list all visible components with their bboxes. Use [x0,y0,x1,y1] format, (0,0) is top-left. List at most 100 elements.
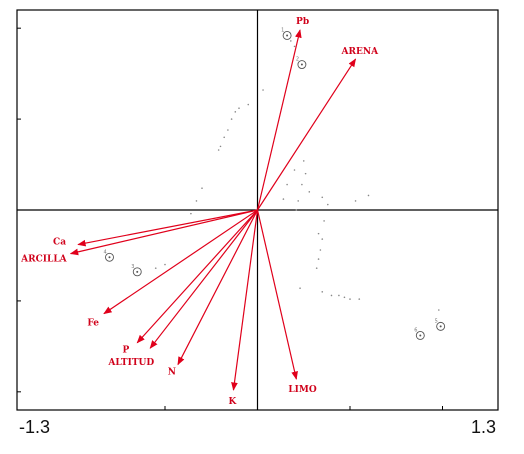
site-marker: 4 [104,249,114,262]
environmental-vectors: Pb ARENA Ca ARCILLA Fe P ALTITUD N K LIMO [20,17,379,407]
species-score-point [315,267,318,269]
site-marker: 3 [131,264,142,277]
species-score-point [234,111,237,113]
vector-k: K [229,209,259,407]
site-dot [108,256,111,259]
species-score-point [238,107,240,109]
vector-p: P [122,209,258,356]
site-ring [436,321,446,331]
vector-label: ALTITUD [107,358,154,368]
vector-arrow [77,209,258,247]
site-dot [286,34,289,37]
species-score-point [290,40,292,42]
species-score-point [321,196,324,199]
species-score-point [327,203,329,206]
vector-ca: Ca [53,209,258,248]
species-score-point [282,198,285,200]
species-score-point [330,294,333,297]
x-tick-label: -1.3 [19,417,50,437]
vector-arrow [136,209,258,344]
site-markers: 1 2 3 4 5 6 [104,27,446,340]
vector-arrow [149,209,258,349]
site-dot [419,334,422,337]
species-score-point [367,194,370,197]
species-score-point [317,258,320,260]
vector-arrow [231,209,259,391]
vector-n: N [168,209,259,378]
species-score-point [349,298,351,300]
species-score-point [190,212,192,215]
site-marker: 6 [414,327,425,340]
site-label: 5 [435,318,438,324]
vector-label: LIMO [288,385,317,395]
species-score-point [201,187,203,189]
species-score-point [227,129,229,131]
vector-label: Ca [53,238,66,248]
species-score-point [247,103,250,106]
vector-arrow [103,209,258,315]
species-score-point [286,183,288,186]
species-score-point [299,287,301,289]
species-score-point [321,238,324,240]
vector-label: P [122,346,129,356]
species-score-point [323,220,325,222]
vector-arrow [256,29,302,211]
species-score-point [343,296,346,299]
vector-label: N [168,368,176,378]
site-ring [415,331,425,340]
species-score-point [230,118,233,120]
species-score-point [293,169,296,171]
vector-pb: Pb [256,17,309,211]
site-marker: 5 [435,318,446,331]
species-score-point [195,200,198,202]
site-ring [132,267,142,277]
species-score-point [164,263,166,266]
species-score-point [354,200,357,202]
vector-label: Fe [87,319,99,329]
vector-limo: LIMO [256,209,317,395]
species-score-point [217,149,220,151]
species-score-point [223,136,225,139]
site-label: 6 [414,327,417,333]
species-score-point [154,267,157,269]
site-label: 4 [104,249,107,255]
site-label: 1 [281,27,284,33]
vector-arena: ARENA [256,47,380,211]
site-dot [439,325,442,328]
species-score-point [297,200,300,202]
axis-tick-labels: -1.3 1.3 [19,417,496,437]
species-score-point [304,172,307,175]
species-score-point [293,45,296,48]
species-score-point [308,191,311,193]
species-score-point [321,291,324,293]
vector-arrow [177,209,259,366]
species-score-point [317,232,320,235]
species-score-point [438,309,440,311]
site-label: 3 [131,264,134,270]
vector-arrow [256,58,357,211]
vector-label: ARCILLA [20,255,67,265]
vector-label: ARENA [341,47,380,57]
species-score-point [301,183,303,186]
species-score-point [295,209,298,211]
vector-altitud: ALTITUD [107,209,258,368]
vector-arcilla: ARCILLA [20,209,258,265]
vector-arrow [256,209,298,380]
species-score-point [358,298,361,300]
species-scores [154,40,440,311]
site-label: 2 [296,57,299,63]
site-marker: 2 [296,57,307,69]
vector-fe: Fe [87,209,258,329]
species-score-point [319,249,322,251]
vector-label: Pb [296,17,309,27]
species-score-point [219,145,222,148]
site-marker: 1 [281,27,292,40]
site-ring [297,60,307,69]
site-ring [282,31,292,40]
site-dot [136,270,139,273]
site-ring [105,252,114,262]
vector-label: K [229,397,238,407]
species-score-point [338,294,340,297]
vector-arrow [69,209,258,256]
